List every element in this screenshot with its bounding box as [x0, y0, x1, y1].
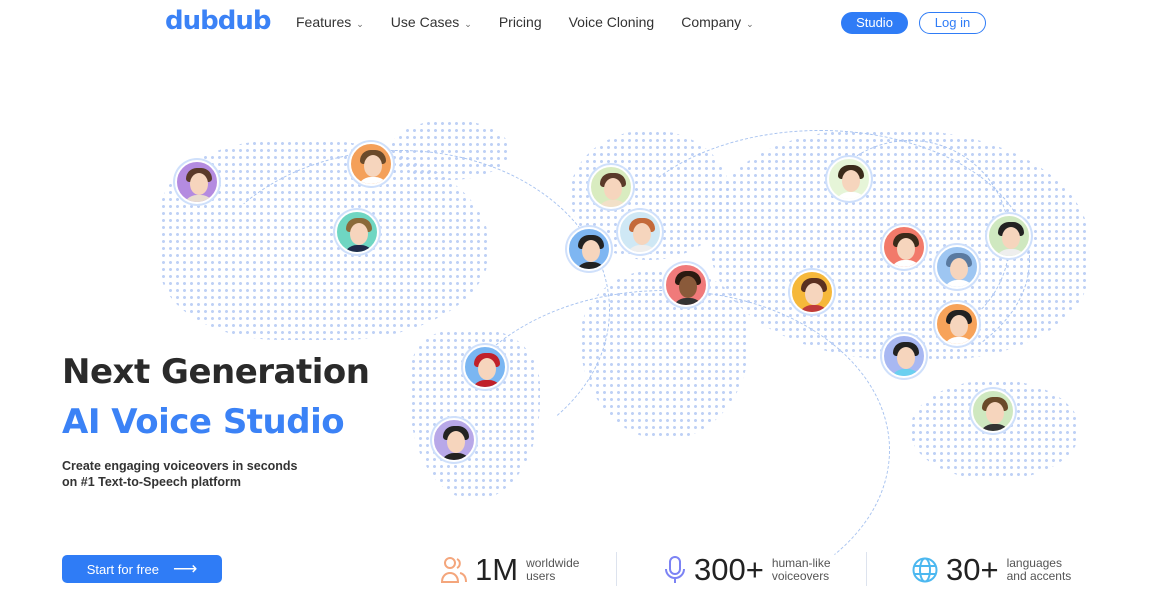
menu-voice-cloning[interactable]: Voice Cloning [568, 14, 655, 30]
microphone-icon [665, 556, 685, 583]
avatar [432, 418, 476, 462]
chevron-down-icon: ⌄ [464, 19, 472, 29]
stat-languages: 30+ languages and accents [912, 552, 1071, 588]
globe-icon [912, 557, 938, 583]
avatar [987, 214, 1031, 258]
avatar [935, 245, 979, 289]
avatar [175, 160, 219, 204]
menu-pricing[interactable]: Pricing [498, 14, 542, 30]
top-nav: dubdub Features ⌄ Use Cases ⌄ Pricing Voic… [0, 0, 1151, 45]
hero-title: Next Generation [62, 352, 370, 392]
avatar [827, 157, 871, 201]
logo[interactable]: dubdub [165, 6, 271, 36]
avatar [664, 263, 708, 307]
avatar [618, 210, 662, 254]
avatar [882, 225, 926, 269]
avatar [567, 227, 611, 271]
users-icon [441, 557, 467, 583]
avatar [790, 270, 834, 314]
chevron-down-icon: ⌄ [356, 19, 364, 29]
avatar [935, 302, 979, 346]
divider [866, 552, 867, 586]
avatar [589, 165, 633, 209]
start-for-free-button[interactable]: Start for free ⟶ [62, 555, 222, 583]
avatar [463, 345, 507, 389]
arrow-right-icon: ⟶ [172, 559, 198, 578]
stat-users: 1M worldwide users [441, 552, 579, 588]
menu-use-cases[interactable]: Use Cases ⌄ [390, 14, 472, 30]
chevron-down-icon: ⌄ [746, 19, 754, 29]
stat-voiceovers: 300+ human-like voiceovers [664, 552, 831, 588]
avatar [882, 334, 926, 378]
divider [616, 552, 617, 586]
avatar [349, 142, 393, 186]
avatar [335, 210, 379, 254]
route-arc [610, 130, 1030, 390]
studio-button[interactable]: Studio [841, 12, 908, 34]
login-button[interactable]: Log in [919, 12, 986, 34]
menu-features[interactable]: Features ⌄ [296, 14, 364, 30]
menu-company[interactable]: Company ⌄ [681, 14, 754, 30]
main-menu: Features ⌄ Use Cases ⌄ Pricing Voice Cloni… [296, 14, 754, 30]
hero-title-accent: AI Voice Studio [62, 402, 345, 442]
hero-subtitle: Create engaging voiceovers in seconds on … [62, 459, 298, 489]
avatar [971, 389, 1015, 433]
